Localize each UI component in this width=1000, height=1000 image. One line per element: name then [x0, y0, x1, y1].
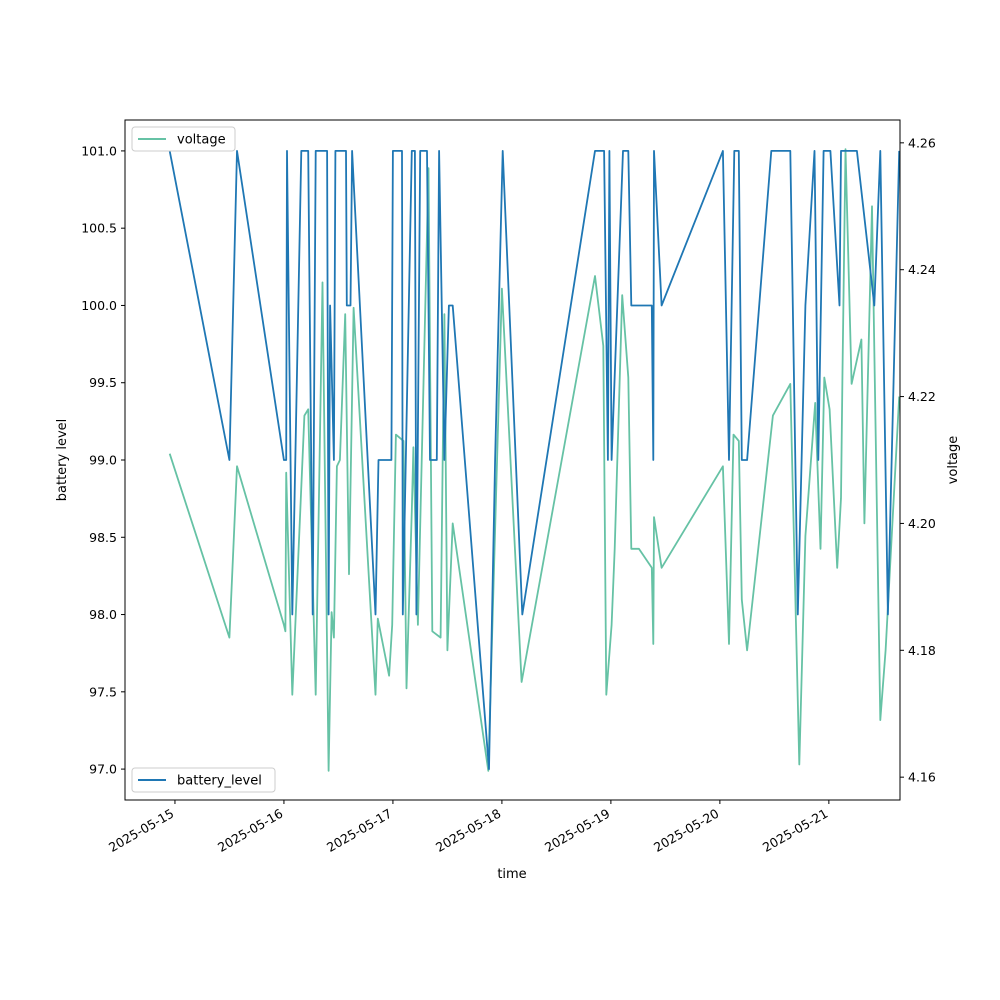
y-right-tick-label: 4.16 — [908, 770, 936, 785]
legend-battery-level-label: battery_level — [177, 774, 262, 789]
y-left-tick-label: 99.0 — [89, 453, 117, 468]
legend-voltage: voltage — [131, 126, 236, 152]
legend-battery-level: battery_level — [131, 767, 276, 793]
y-left-tick-label: 99.5 — [89, 375, 117, 390]
y-left-tick-label: 98.0 — [89, 607, 117, 622]
series-layer — [168, 148, 901, 772]
y-right-tick-label: 4.18 — [908, 643, 936, 658]
legend-voltage-label: voltage — [177, 133, 226, 148]
y-left-tick-label: 101.0 — [81, 143, 117, 158]
y-left-tick-label: 100.5 — [81, 221, 117, 236]
y-axis-right: 4.16 4.18 4.20 4.22 4.24 4.26 — [900, 135, 936, 785]
y-left-tick-label: 97.5 — [89, 684, 117, 699]
legend-voltage-box — [131, 126, 236, 152]
legend-battery-level-box — [131, 767, 276, 793]
y-right-tick-label: 4.22 — [908, 389, 936, 404]
y-right-tick-label: 4.26 — [908, 135, 936, 150]
y-axis-left-label: battery level — [55, 419, 70, 502]
series-line-voltage — [168, 148, 901, 772]
y-axis-right-label: voltage — [946, 436, 961, 485]
x-axis-label: time — [497, 867, 526, 882]
series-line-battery-level — [168, 149, 901, 770]
y-left-tick-label: 97.0 — [89, 762, 117, 777]
y-right-tick-label: 4.24 — [908, 262, 936, 277]
y-axis-left: 97.0 97.5 98.0 98.5 99.0 99.5 100.0 100.5 101.0 — [81, 143, 125, 777]
y-left-tick-label: 100.0 — [81, 298, 117, 313]
y-right-tick-label: 4.20 — [908, 516, 936, 531]
y-left-tick-label: 98.5 — [89, 530, 117, 545]
